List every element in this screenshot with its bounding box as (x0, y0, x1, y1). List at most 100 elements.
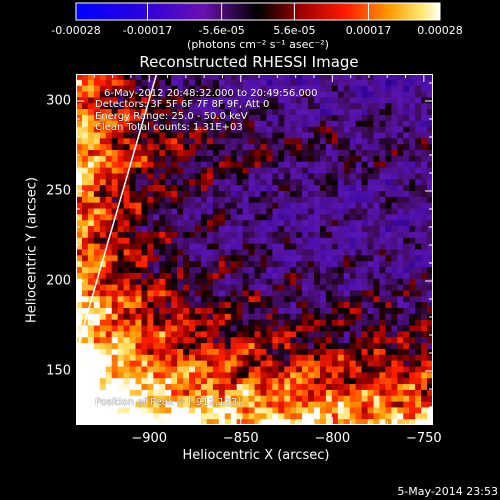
heatmap-cell (177, 401, 184, 408)
heatmap-cell (415, 231, 422, 239)
heatmap-cell (331, 97, 339, 104)
heatmap-cell (302, 74, 309, 81)
heatmap-cell (385, 384, 392, 391)
heatmap-cell (206, 267, 214, 274)
heatmap-cell (135, 325, 142, 332)
heatmap-cell (427, 278, 433, 285)
heatmap-cell (278, 167, 285, 174)
heatmap-cell (343, 267, 351, 274)
heatmap-cell (105, 290, 113, 297)
heatmap-cell (314, 249, 321, 256)
heatmap-cell (260, 319, 267, 326)
heatmap-cell (272, 109, 279, 116)
heatmap-cell (153, 214, 160, 221)
heatmap-cell (421, 261, 428, 268)
heatmap-cell (123, 278, 130, 285)
heatmap-cell (206, 401, 214, 408)
heatmap-cell (153, 278, 160, 285)
heatmap-cell (165, 132, 172, 139)
heatmap-cell (159, 132, 166, 139)
heatmap-cell (141, 331, 148, 338)
heatmap-cell (367, 138, 374, 145)
heatmap-cell (415, 378, 422, 385)
heatmap-cell (325, 114, 333, 122)
heatmap-cell (385, 237, 392, 245)
heatmap-cell (177, 278, 184, 285)
heatmap-cell (427, 126, 433, 133)
heatmap-cell (212, 308, 220, 315)
heatmap-cell (266, 325, 273, 332)
heatmap-cell (212, 226, 220, 233)
heatmap-cell (391, 161, 398, 168)
heatmap-cell (159, 372, 166, 379)
heatmap-cell (236, 419, 243, 425)
heatmap-cell (171, 413, 178, 420)
heatmap-cell (308, 272, 315, 280)
heatmap-cell (212, 120, 220, 128)
heatmap-cell (266, 360, 273, 367)
heatmap-cell (314, 261, 321, 268)
heatmap-cell (302, 185, 309, 192)
heatmap-cell (236, 161, 243, 168)
heatmap-cell (93, 372, 101, 379)
heatmap-cell (141, 348, 148, 356)
heatmap-cell (266, 308, 273, 315)
heatmap-cell (212, 167, 220, 174)
heatmap-cell (308, 179, 315, 186)
heatmap-cell (355, 220, 362, 227)
heatmap-cell (284, 103, 291, 110)
heatmap-cell (296, 407, 303, 414)
heatmap-cell (117, 249, 124, 256)
heatmap-cell (409, 237, 416, 245)
heatmap-cell (302, 208, 309, 215)
heatmap-cell (302, 231, 309, 239)
heatmap-cell (427, 395, 433, 402)
heatmap-cell (218, 150, 226, 157)
heatmap-cell (218, 196, 226, 204)
heatmap-cell (129, 220, 136, 227)
heatmap-cell (171, 74, 178, 81)
heatmap-cell (421, 278, 428, 285)
heatmap-cell (87, 290, 95, 297)
heatmap-cell (200, 319, 208, 326)
heatmap-cell (153, 284, 160, 291)
heatmap-cell (177, 372, 184, 379)
heatmap-cell (135, 348, 142, 356)
heatmap-cell (117, 150, 124, 157)
heatmap-cell (302, 214, 309, 221)
heatmap-cell (296, 91, 303, 98)
heatmap-cell (385, 407, 392, 414)
heatmap-cell (153, 126, 160, 133)
heatmap-cell (355, 243, 362, 250)
heatmap-cell (254, 114, 261, 122)
heatmap-cell (355, 208, 362, 215)
heatmap-cell (361, 132, 368, 139)
heatmap-cell (117, 395, 124, 402)
heatmap-cell (403, 155, 410, 163)
heatmap-cell (314, 296, 321, 303)
heatmap-cell (171, 237, 178, 245)
heatmap-cell (230, 120, 238, 128)
heatmap-cell (266, 155, 273, 163)
heatmap-cell (177, 214, 184, 221)
heatmap-cell (349, 284, 357, 291)
heatmap-cell (290, 120, 297, 128)
heatmap-cell (200, 167, 208, 174)
heatmap-cell (272, 343, 279, 350)
heatmap-cell (337, 150, 345, 157)
heatmap-cell (165, 185, 172, 192)
heatmap-cell (296, 308, 303, 315)
heatmap-cell (379, 272, 386, 280)
heatmap-cell (212, 372, 220, 379)
heatmap-cell (373, 109, 380, 116)
heatmap-cell (397, 132, 404, 139)
heatmap-cell (129, 354, 136, 362)
heatmap-cell (230, 237, 238, 245)
heatmap-cell (337, 272, 345, 280)
heatmap-cell (349, 267, 357, 274)
heatmap-cell (111, 337, 119, 344)
heatmap-cell (355, 144, 362, 151)
heatmap-cell (403, 360, 410, 367)
heatmap-cell (242, 191, 249, 198)
heatmap-cell (111, 261, 119, 268)
